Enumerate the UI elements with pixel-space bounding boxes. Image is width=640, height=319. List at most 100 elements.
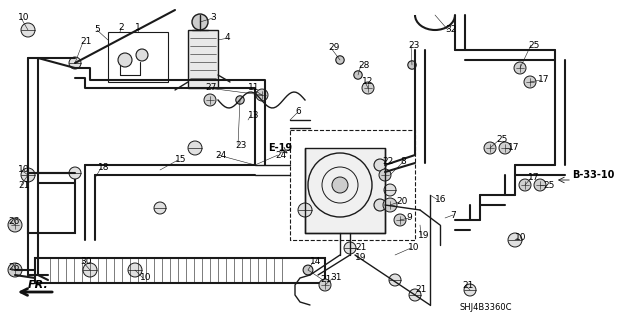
Text: 23: 23 <box>408 41 419 49</box>
Text: 20: 20 <box>396 197 408 206</box>
Circle shape <box>484 142 496 154</box>
Circle shape <box>394 214 406 226</box>
Text: 9: 9 <box>406 213 412 222</box>
Circle shape <box>408 61 416 69</box>
Circle shape <box>8 263 22 277</box>
Text: 13: 13 <box>248 110 259 120</box>
Text: 15: 15 <box>175 155 186 165</box>
Text: 24: 24 <box>215 151 227 160</box>
Circle shape <box>256 89 268 101</box>
Circle shape <box>409 289 421 301</box>
Text: E-19: E-19 <box>268 143 292 153</box>
Circle shape <box>236 96 244 104</box>
Circle shape <box>8 218 22 232</box>
Circle shape <box>383 198 397 212</box>
Circle shape <box>21 168 35 182</box>
Circle shape <box>188 141 202 155</box>
Text: 21: 21 <box>355 243 366 253</box>
Circle shape <box>379 169 391 181</box>
Text: FR.: FR. <box>28 280 49 290</box>
Text: B-33-10: B-33-10 <box>572 170 614 180</box>
Circle shape <box>354 71 362 79</box>
Text: 6: 6 <box>295 108 301 116</box>
Bar <box>290 130 415 240</box>
Text: 5: 5 <box>94 26 100 34</box>
Circle shape <box>303 265 313 275</box>
Text: 21: 21 <box>415 286 426 294</box>
Text: 26: 26 <box>8 218 19 226</box>
Text: 25: 25 <box>528 41 540 49</box>
Text: 21: 21 <box>18 181 29 189</box>
Circle shape <box>508 233 522 247</box>
Text: 22: 22 <box>382 158 393 167</box>
Circle shape <box>204 94 216 106</box>
Text: 8: 8 <box>400 158 406 167</box>
Text: 25: 25 <box>496 136 508 145</box>
Text: 21: 21 <box>462 280 474 290</box>
Text: 10: 10 <box>18 166 29 174</box>
Circle shape <box>389 274 401 286</box>
Text: 21: 21 <box>320 276 332 285</box>
Text: 3: 3 <box>210 13 216 23</box>
Circle shape <box>192 14 208 30</box>
Text: 16: 16 <box>435 196 447 204</box>
Text: 17: 17 <box>528 174 540 182</box>
Text: 24: 24 <box>275 151 286 160</box>
Circle shape <box>136 49 148 61</box>
Circle shape <box>384 184 396 196</box>
Text: 1: 1 <box>135 24 141 33</box>
Bar <box>305 148 385 233</box>
Circle shape <box>298 203 312 217</box>
Circle shape <box>499 142 511 154</box>
Circle shape <box>69 57 81 69</box>
Circle shape <box>344 242 356 254</box>
Text: 31: 31 <box>330 273 342 283</box>
Text: 7: 7 <box>450 211 456 219</box>
Bar <box>188 30 218 88</box>
Circle shape <box>154 202 166 214</box>
Bar <box>28 173 75 233</box>
Circle shape <box>319 279 331 291</box>
Text: 10: 10 <box>408 243 419 253</box>
Text: 19: 19 <box>418 231 429 240</box>
Text: 23: 23 <box>235 140 246 150</box>
Circle shape <box>332 177 348 193</box>
Text: 17: 17 <box>508 144 520 152</box>
Bar <box>108 32 168 82</box>
Text: 32: 32 <box>445 26 456 34</box>
Text: 19: 19 <box>355 254 367 263</box>
Circle shape <box>21 23 35 37</box>
Text: 29: 29 <box>328 43 339 53</box>
Text: 21: 21 <box>80 38 92 47</box>
Circle shape <box>128 263 142 277</box>
Circle shape <box>464 284 476 296</box>
Circle shape <box>374 199 386 211</box>
Circle shape <box>336 56 344 64</box>
Text: 25: 25 <box>543 181 554 189</box>
Circle shape <box>519 179 531 191</box>
Circle shape <box>374 159 386 171</box>
Text: 18: 18 <box>98 164 109 173</box>
Circle shape <box>524 76 536 88</box>
Text: 28: 28 <box>358 61 369 70</box>
Text: 4: 4 <box>225 33 230 42</box>
Text: 30: 30 <box>80 257 92 266</box>
Text: 11: 11 <box>248 84 259 93</box>
Circle shape <box>514 62 526 74</box>
Circle shape <box>534 179 546 191</box>
Text: 27: 27 <box>205 84 216 93</box>
Text: 2: 2 <box>118 24 124 33</box>
Text: 12: 12 <box>362 78 373 86</box>
Text: 26: 26 <box>8 263 19 272</box>
Text: 10: 10 <box>140 273 152 283</box>
Bar <box>35 258 325 283</box>
Text: 17: 17 <box>538 76 550 85</box>
Circle shape <box>83 263 97 277</box>
Text: 10: 10 <box>515 234 527 242</box>
Circle shape <box>69 167 81 179</box>
Text: 14: 14 <box>310 257 321 266</box>
Circle shape <box>118 53 132 67</box>
Circle shape <box>362 82 374 94</box>
Text: 10: 10 <box>18 13 29 23</box>
Text: SHJ4B3360C: SHJ4B3360C <box>460 303 513 313</box>
